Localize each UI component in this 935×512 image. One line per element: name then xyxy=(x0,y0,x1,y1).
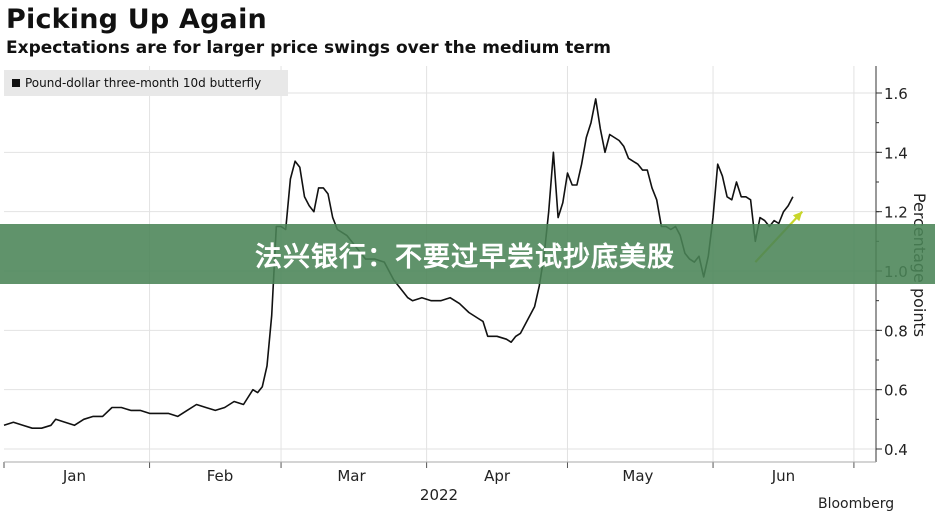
x-tick-label: May xyxy=(622,467,653,485)
x-tick-label: Feb xyxy=(207,467,234,485)
chart-title: Picking Up Again xyxy=(6,4,267,35)
x-tick-label: Apr xyxy=(484,467,511,485)
x-axis-label: 2022 xyxy=(420,486,458,504)
y-tick-label: 0.6 xyxy=(884,382,908,400)
source-credit: Bloomberg xyxy=(818,496,895,512)
x-axis: Jan Feb Mar Apr May Jun 2022 xyxy=(3,461,876,504)
chart-subtitle: Expectations are for larger price swings… xyxy=(6,38,611,58)
legend-label: Pound-dollar three-month 10d butterfly xyxy=(25,76,262,90)
y-tick-label: 1.4 xyxy=(884,144,908,162)
y-tick-label: 0.8 xyxy=(884,322,908,340)
headline-banner[interactable]: 法兴银行：不要过早尝试抄底美股 xyxy=(0,224,935,284)
legend-swatch xyxy=(12,79,20,87)
x-tick-label: Jan xyxy=(62,467,86,485)
grid xyxy=(4,66,876,462)
y-tick-label: 1.6 xyxy=(884,85,908,103)
x-tick-label: Mar xyxy=(337,467,366,485)
y-tick-label: 1.2 xyxy=(884,204,908,222)
legend: Pound-dollar three-month 10d butterfly xyxy=(4,70,288,96)
x-tick-label: Jun xyxy=(771,467,795,485)
trend-arrow-head xyxy=(792,211,803,222)
headline-text: 法兴银行：不要过早尝试抄底美股 xyxy=(255,241,675,273)
y-tick-label: 0.4 xyxy=(884,441,908,459)
